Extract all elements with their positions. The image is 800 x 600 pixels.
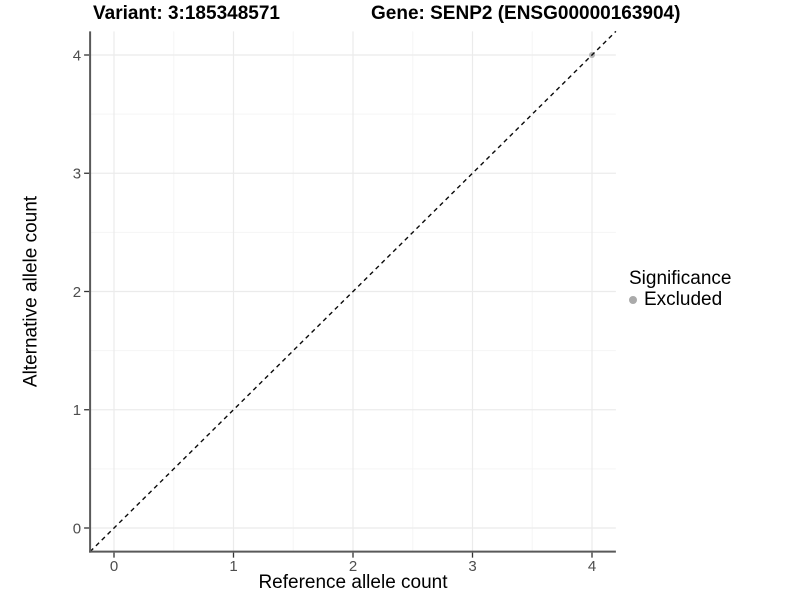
y-tick-label: 2 [73,284,81,301]
x-tick-label: 0 [110,558,118,575]
y-tick-label: 1 [73,402,81,419]
x-tick-label: 1 [229,558,237,575]
x-tick-label: 4 [588,558,596,575]
y-tick-label: 0 [73,520,81,537]
y-tick-label: 3 [73,166,81,183]
x-axis-title: Reference allele count [258,572,448,593]
legend-title: Significance [629,268,732,289]
legend-item-excluded: Excluded [629,289,731,311]
x-tick-label: 2 [349,558,357,575]
excluded-point-icon [629,296,637,304]
y-axis-title: Alternative allele count [20,195,42,388]
legend: Significance Excluded [629,269,731,311]
gene-title: Gene: SENP2 (ENSG00000163904) [371,3,681,24]
identity-line [89,30,617,553]
legend-item-label: Excluded [644,289,723,310]
variant-title: Variant: 3:185348571 [93,3,280,24]
y-tick-label: 4 [73,47,81,64]
x-tick-label: 3 [468,558,476,575]
